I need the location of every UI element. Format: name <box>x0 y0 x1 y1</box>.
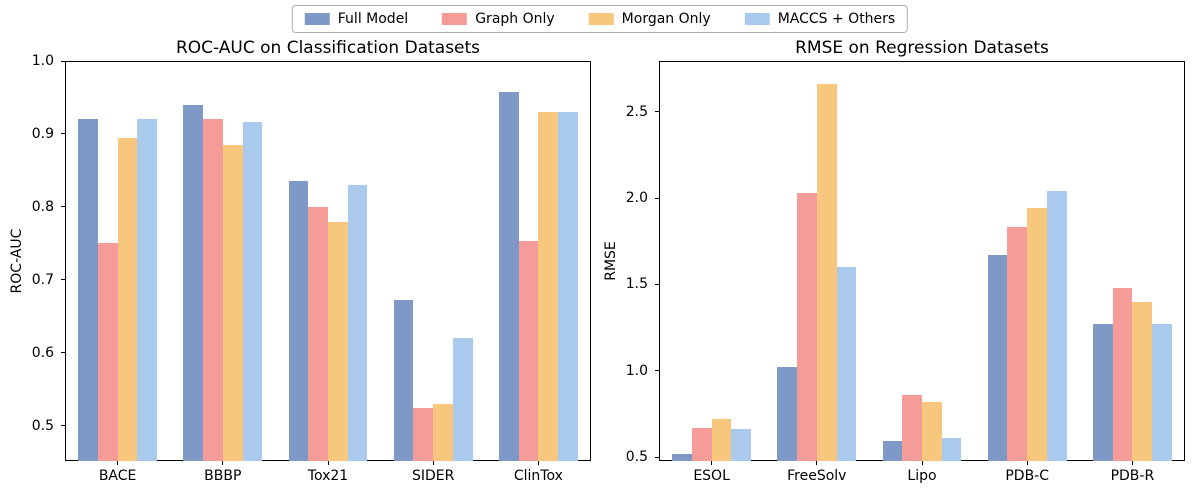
legend-label-graph-only: Graph Only <box>475 11 555 27</box>
y-tick-mark <box>655 456 659 458</box>
x-tick-label-tox21: Tox21 <box>307 468 349 484</box>
legend-label-morgan-only: Morgan Only <box>621 11 711 27</box>
chart-title: ROC-AUC on Classification Datasets <box>175 38 481 58</box>
x-tick-label-pdb-c: PDB-C <box>1005 468 1050 484</box>
y-tick-label: 0.9 <box>31 125 54 142</box>
y-tick-mark <box>655 370 659 372</box>
y-tick-mark <box>655 283 659 285</box>
bar-freesolv-graph-only <box>797 192 817 461</box>
x-tick-mark <box>222 461 224 465</box>
bar-esol-maccs-others <box>731 429 752 461</box>
bar-lipo-maccs-others <box>941 438 962 461</box>
y-tick-mark <box>61 425 65 427</box>
bar-bace-maccs-others <box>137 119 158 461</box>
bar-freesolv-morgan-only <box>816 84 837 461</box>
bar-lipo-full-model <box>882 441 903 461</box>
bar-sider-graph-only <box>413 407 434 461</box>
y-tick-mark <box>61 133 65 135</box>
legend-label-full-model: Full Model <box>337 11 409 27</box>
x-tick-mark <box>1131 461 1133 465</box>
bar-tox21-morgan-only <box>328 221 348 461</box>
bar-pdb-r-full-model <box>1092 324 1113 461</box>
y-tick-label: 1.5 <box>625 276 648 293</box>
y-tick-mark <box>655 197 659 199</box>
x-tick-label-pdb-r: PDB-R <box>1110 468 1155 484</box>
legend-swatch-morgan-only <box>588 13 614 25</box>
y-tick-label: 0.7 <box>31 271 54 288</box>
y-tick-label: 2.0 <box>625 190 648 207</box>
bar-pdb-r-morgan-only <box>1132 301 1153 461</box>
bar-tox21-full-model <box>288 181 309 461</box>
x-tick-mark <box>432 461 434 465</box>
bar-bace-graph-only <box>97 243 118 461</box>
bar-tox21-maccs-others <box>347 185 368 461</box>
x-tick-label-sider: SIDER <box>412 468 455 484</box>
x-tick-label-clintox: ClinTox <box>513 468 563 484</box>
bar-bbbp-maccs-others <box>242 122 263 461</box>
legend-label-maccs-others: MACCS + Others <box>777 11 896 27</box>
y-tick-label: 0.6 <box>31 344 54 361</box>
bar-bace-full-model <box>78 119 98 461</box>
x-tick-mark <box>816 461 818 465</box>
x-tick-label-lipo: Lipo <box>907 468 937 484</box>
x-tick-label-bace: BACE <box>98 468 137 484</box>
x-tick-mark <box>711 461 713 465</box>
bar-pdb-c-morgan-only <box>1027 208 1047 461</box>
bar-bbbp-full-model <box>183 104 204 461</box>
bar-clintox-full-model <box>498 91 519 461</box>
bar-bbbp-morgan-only <box>222 144 243 461</box>
bar-clintox-graph-only <box>518 240 539 461</box>
y-tick-label: 1.0 <box>31 53 54 69</box>
bar-esol-morgan-only <box>711 419 732 461</box>
bar-freesolv-full-model <box>777 367 798 461</box>
bar-lipo-graph-only <box>902 394 922 461</box>
legend-swatch-graph-only <box>442 13 468 25</box>
legend-item-graph-only: Graph Only <box>442 11 555 27</box>
bar-freesolv-maccs-others <box>836 267 857 461</box>
y-tick-mark <box>61 60 65 62</box>
legend-item-full-model: Full Model <box>304 11 409 27</box>
bar-pdb-c-graph-only <box>1007 227 1028 461</box>
y-tick-mark <box>655 111 659 113</box>
x-tick-mark <box>327 461 329 465</box>
legend-item-morgan-only: Morgan Only <box>588 11 711 27</box>
x-tick-label-freesolv: FreeSolv <box>787 468 847 484</box>
bar-esol-full-model <box>672 453 692 461</box>
bar-bace-morgan-only <box>117 137 138 461</box>
y-tick-mark <box>61 206 65 208</box>
bar-pdb-c-maccs-others <box>1046 191 1067 461</box>
bar-clintox-morgan-only <box>538 112 559 461</box>
y-tick-label: 1.0 <box>625 362 648 379</box>
x-tick-mark <box>921 461 923 465</box>
bar-sider-morgan-only <box>433 404 453 461</box>
bar-sider-full-model <box>393 300 414 461</box>
legend-swatch-full-model <box>304 13 330 25</box>
x-tick-label-bbbp: BBBP <box>204 468 242 484</box>
y-axis-label: RMSE <box>603 241 619 281</box>
chart-title: RMSE on Regression Datasets <box>795 38 1049 58</box>
bar-pdb-c-full-model <box>987 255 1008 461</box>
legend: Full Model Graph Only Morgan Only MACCS … <box>291 5 909 33</box>
bar-sider-maccs-others <box>452 338 473 461</box>
legend-item-maccs-others: MACCS + Others <box>744 11 896 27</box>
y-tick-mark <box>61 352 65 354</box>
y-tick-label: 0.8 <box>31 198 54 215</box>
y-tick-label: 0.5 <box>625 449 648 466</box>
bar-lipo-morgan-only <box>922 401 942 461</box>
x-tick-mark <box>117 461 119 465</box>
bar-esol-graph-only <box>691 427 712 461</box>
y-tick-mark <box>61 279 65 281</box>
bar-pdb-r-graph-only <box>1112 287 1133 461</box>
legend-swatch-maccs-others <box>744 13 770 25</box>
bar-tox21-graph-only <box>308 206 328 461</box>
bar-clintox-maccs-others <box>558 112 578 461</box>
x-tick-mark <box>1026 461 1028 465</box>
bar-bbbp-graph-only <box>203 119 223 461</box>
x-tick-label-esol: ESOL <box>693 468 730 484</box>
bar-pdb-r-maccs-others <box>1152 324 1172 461</box>
y-tick-label: 0.5 <box>31 417 54 434</box>
x-tick-mark <box>537 461 539 465</box>
y-tick-label: 2.5 <box>625 103 648 120</box>
